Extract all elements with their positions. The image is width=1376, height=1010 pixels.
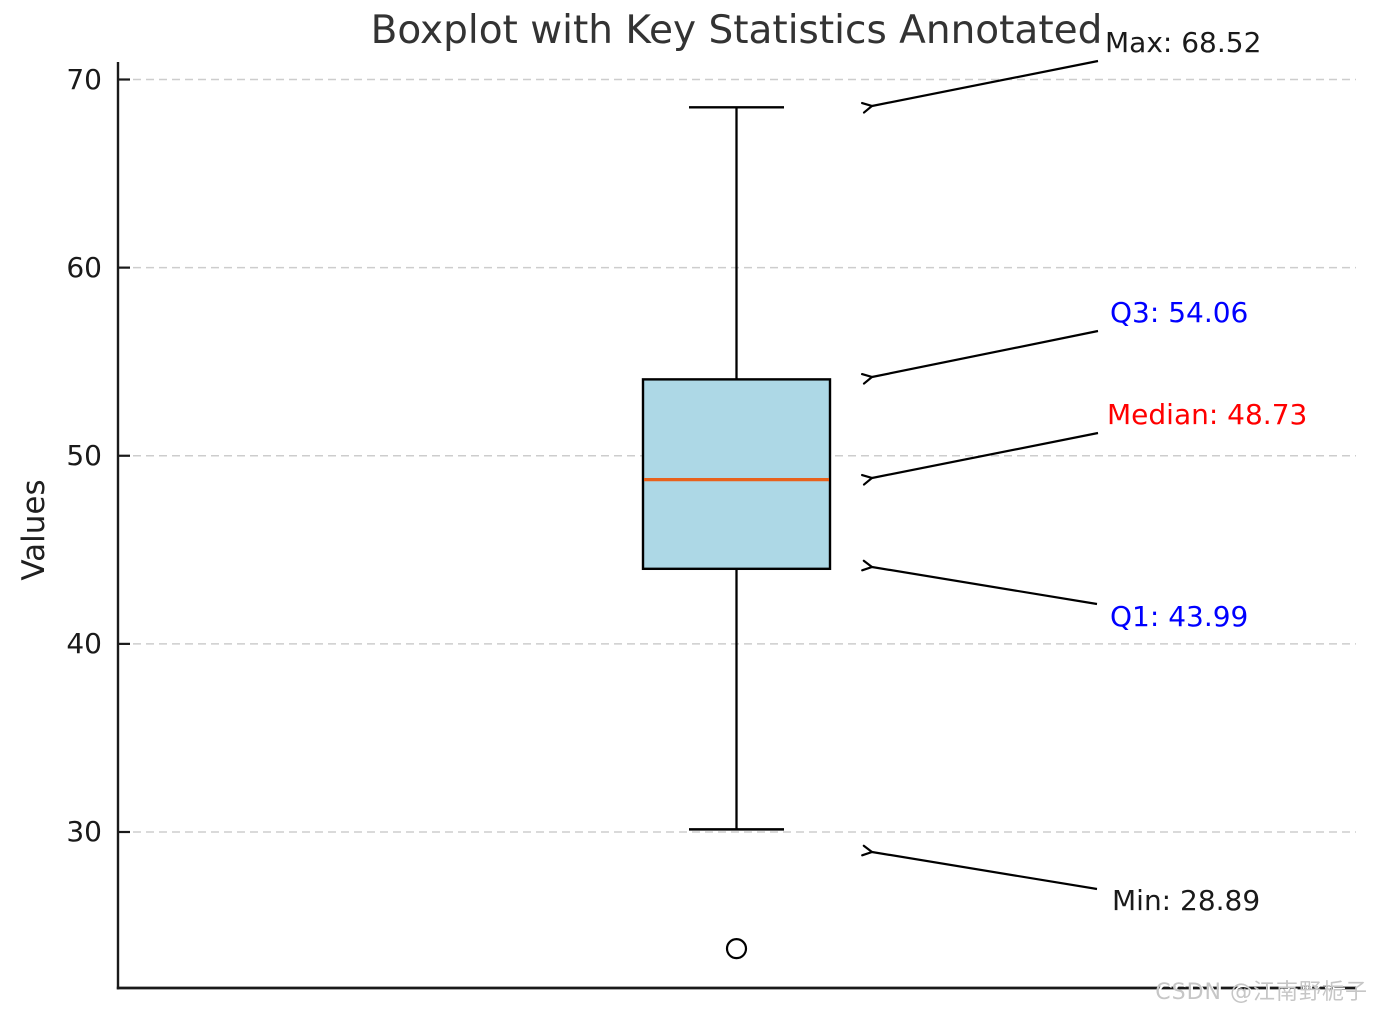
- annotation-max: Max: 68.52: [1105, 26, 1262, 59]
- arrow-min: [861, 844, 1098, 891]
- ytick-label-40: 40: [66, 626, 102, 660]
- ytick-label-30: 30: [66, 815, 102, 848]
- y-axis-label: Values: [16, 479, 52, 581]
- csdn-watermark: CSDN @江南野栀子: [1155, 980, 1368, 1005]
- ytick-label-60: 60: [66, 250, 102, 284]
- y-axis-tick-marks: [119, 78, 130, 834]
- arrow-max: [860, 59, 1099, 114]
- outlier-point: [725, 938, 748, 960]
- arrow-median: [860, 431, 1099, 486]
- annotation-median: Median: 48.73: [1107, 398, 1308, 431]
- ytick-label-50: 50: [66, 438, 102, 472]
- iqr-box: [641, 378, 832, 571]
- annotation-q1: Q1: 43.99: [1110, 600, 1249, 633]
- chart-title: Boxplot with Key Statistics Annotated: [370, 8, 1103, 53]
- arrow-q1: [861, 559, 1098, 606]
- arrow-q3: [860, 329, 1099, 385]
- ytick-label-70: 70: [66, 62, 102, 96]
- annotation-min: Min: 28.89: [1112, 884, 1261, 917]
- annotation-q3: Q3: 54.06: [1110, 296, 1249, 329]
